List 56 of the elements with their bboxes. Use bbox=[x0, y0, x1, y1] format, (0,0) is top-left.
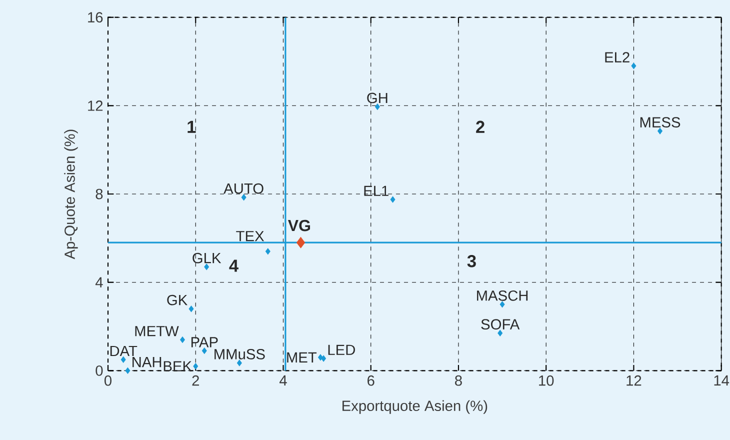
point bbox=[321, 355, 326, 362]
annotation: EL1 bbox=[364, 186, 388, 196]
point bbox=[120, 356, 126, 363]
y-tick-label: 0 bbox=[96, 365, 103, 376]
annotation: MMuSS bbox=[214, 348, 265, 360]
point bbox=[125, 367, 130, 374]
point bbox=[390, 196, 396, 203]
point bbox=[236, 360, 242, 366]
point bbox=[265, 248, 270, 255]
x-tick-label: 2 bbox=[192, 375, 199, 386]
x-tick-label: 4 bbox=[280, 375, 287, 386]
y-tick-label: 16 bbox=[88, 12, 103, 23]
point bbox=[296, 236, 306, 248]
annotation: METW bbox=[135, 326, 179, 336]
annotation: TEX bbox=[236, 231, 264, 242]
x-tick-label: 14 bbox=[714, 375, 730, 386]
point bbox=[631, 62, 636, 70]
y-tick-label: 4 bbox=[95, 277, 103, 288]
annotation: PAP bbox=[191, 337, 218, 348]
y-tick-label: 12 bbox=[88, 100, 103, 111]
annotation: MASCH bbox=[477, 290, 528, 301]
point bbox=[241, 194, 246, 201]
point bbox=[202, 348, 207, 354]
point bbox=[180, 336, 185, 343]
y-axis-title: Ap-Quote Asien (%) bbox=[64, 130, 78, 260]
point bbox=[658, 128, 662, 134]
point bbox=[204, 264, 210, 270]
annotation: BEK bbox=[164, 361, 192, 372]
annotation: LED bbox=[328, 344, 355, 355]
annotation: MESS bbox=[640, 117, 680, 128]
annotation: DAT bbox=[110, 346, 138, 356]
point bbox=[193, 363, 198, 370]
annotation: NAH bbox=[132, 356, 162, 368]
x-tick-label: 0 bbox=[104, 375, 112, 386]
annotation: 1 bbox=[188, 120, 196, 133]
point bbox=[500, 301, 505, 308]
point bbox=[498, 330, 503, 336]
x-tick-label: 12 bbox=[626, 375, 642, 386]
y-tick-label: 8 bbox=[96, 188, 103, 200]
annotation: GK bbox=[167, 294, 188, 306]
point bbox=[188, 306, 194, 312]
annotation: EL2 bbox=[605, 52, 630, 62]
series-label: VG bbox=[288, 220, 310, 232]
annotation: 3 bbox=[467, 254, 476, 268]
annotation: AUTO bbox=[224, 183, 264, 194]
x-tick-label: 10 bbox=[539, 375, 554, 386]
annotation: GH bbox=[367, 92, 388, 104]
annotation: MET bbox=[287, 352, 317, 362]
annotation: SOFA bbox=[481, 319, 520, 330]
point bbox=[374, 104, 380, 110]
annotation: 2 bbox=[476, 120, 484, 133]
x-tick-label: 6 bbox=[368, 375, 374, 386]
annotation: GLK bbox=[192, 252, 222, 264]
x-tick-label: 8 bbox=[455, 375, 462, 386]
annotation: 4 bbox=[229, 260, 238, 272]
x-axis-title: Exportquote Asien (%) bbox=[342, 400, 488, 414]
